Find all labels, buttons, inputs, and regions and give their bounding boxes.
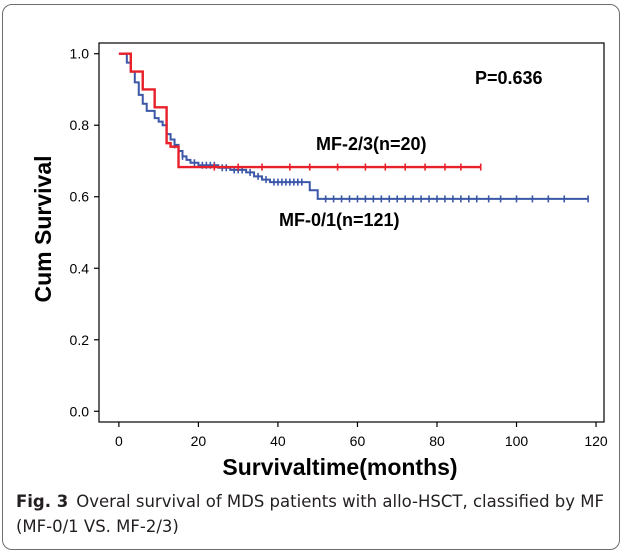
series-layer [118, 52, 589, 203]
series-mf-2-3 [118, 52, 482, 171]
y-tick-label: 0.2 [70, 332, 90, 348]
km-chart: 0 20 40 60 80 100 120 0.0 0.2 0.4 0.6 0.8 1.0 Survi… [30, 42, 608, 480]
x-axis-label: Survivaltime(months) [222, 454, 457, 480]
y-tick-label: 1.0 [70, 46, 90, 62]
x-tick-labels: 0 20 40 60 80 100 120 [115, 433, 608, 449]
x-tick-label: 60 [350, 433, 366, 449]
y-tick-label: 0.6 [70, 189, 90, 205]
y-axis-label: Cum Survival [30, 156, 56, 303]
x-tick-label: 80 [429, 433, 445, 449]
x-tick-label: 100 [505, 433, 529, 449]
caption-text: Overal survival of MDS patients with all… [16, 492, 604, 536]
chart-axes [94, 42, 605, 427]
x-tick-label: 40 [270, 433, 286, 449]
plot-border [98, 42, 605, 423]
series-label-mf-2-3: MF-2/3(n=20) [316, 134, 427, 154]
y-tick-label: 0.4 [70, 260, 90, 276]
x-tick-label: 0 [115, 433, 123, 449]
x-tick-label: 120 [584, 433, 608, 449]
y-tick-label: 0.8 [70, 117, 90, 133]
p-value-annotation: P=0.636 [475, 68, 543, 88]
y-tick-labels: 0.0 0.2 0.4 0.6 0.8 1.0 [70, 46, 90, 420]
figure-caption: Fig. 3 Overal survival of MDS patients wi… [16, 489, 614, 539]
y-tick-label: 0.0 [70, 403, 90, 419]
figure-frame: 0 20 40 60 80 100 120 0.0 0.2 0.4 0.6 0.8 1.0 Survi… [2, 4, 620, 550]
series-label-mf-0-1: MF-0/1(n=121) [279, 210, 400, 230]
caption-label: Fig. 3 [16, 492, 69, 511]
x-tick-label: 20 [191, 433, 207, 449]
survival-curve [118, 52, 481, 169]
